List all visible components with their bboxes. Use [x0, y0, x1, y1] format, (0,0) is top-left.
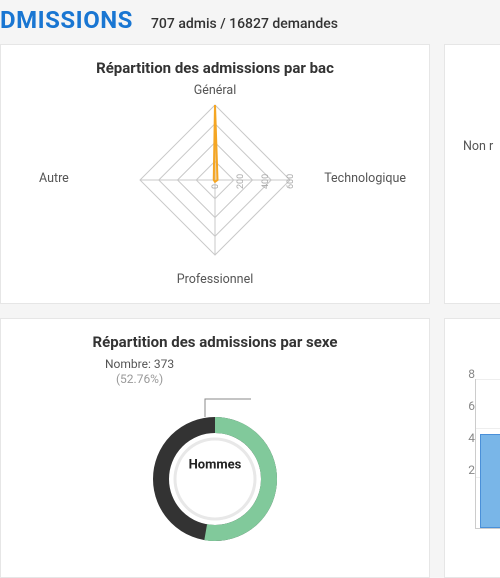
- bar-y-axis: 8 6 4 2: [453, 327, 475, 477]
- page-title: DMISSIONS: [0, 6, 133, 34]
- card-admissions-par-sexe: Répartition des admissions par sexe Homm…: [0, 318, 430, 578]
- svg-text:0: 0: [211, 184, 221, 189]
- card-right-bottom: 8 6 4 2: [444, 318, 500, 578]
- card-title: Répartition des admissions par sexe: [19, 333, 411, 351]
- card-admissions-par-bac: Répartition des admissions par bac 0 200 4…: [0, 44, 430, 304]
- bar: [480, 434, 500, 528]
- card-right-top: Non r: [444, 44, 500, 304]
- radar-chart: 0 200 400 600 Général Technologique Profess…: [19, 85, 411, 285]
- dashboard-grid: Répartition des admissions par bac 0 200 4…: [0, 44, 500, 578]
- donut-chart: Hommes Nombre: 373 (52.76%): [19, 359, 411, 559]
- radar-axis-label: Général: [194, 83, 237, 98]
- callout-count: Nombre: 373: [105, 357, 174, 372]
- partial-label: Non r: [463, 59, 500, 154]
- ytick: 6: [453, 399, 475, 413]
- radar-axis-label: Professionnel: [177, 272, 254, 287]
- radar-axis-label: Autre: [39, 171, 69, 186]
- card-title: Répartition des admissions par bac: [19, 59, 411, 77]
- svg-text:600: 600: [286, 174, 296, 189]
- ytick: 2: [453, 463, 475, 477]
- ytick: 4: [453, 431, 475, 445]
- ytick: 8: [453, 367, 475, 381]
- svg-text:400: 400: [261, 174, 271, 189]
- donut-callout: Nombre: 373 (52.76%): [105, 357, 174, 387]
- bar-plot-area: [475, 379, 500, 529]
- page-header: DMISSIONS 707 admis / 16827 demandes: [0, 0, 500, 44]
- admis-stats: 707 admis / 16827 demandes: [151, 16, 338, 32]
- donut-center-label: Hommes: [189, 458, 242, 473]
- radar-axis-label: Technologique: [324, 171, 406, 186]
- callout-percent: (52.76%): [105, 372, 174, 387]
- svg-text:200: 200: [236, 174, 246, 189]
